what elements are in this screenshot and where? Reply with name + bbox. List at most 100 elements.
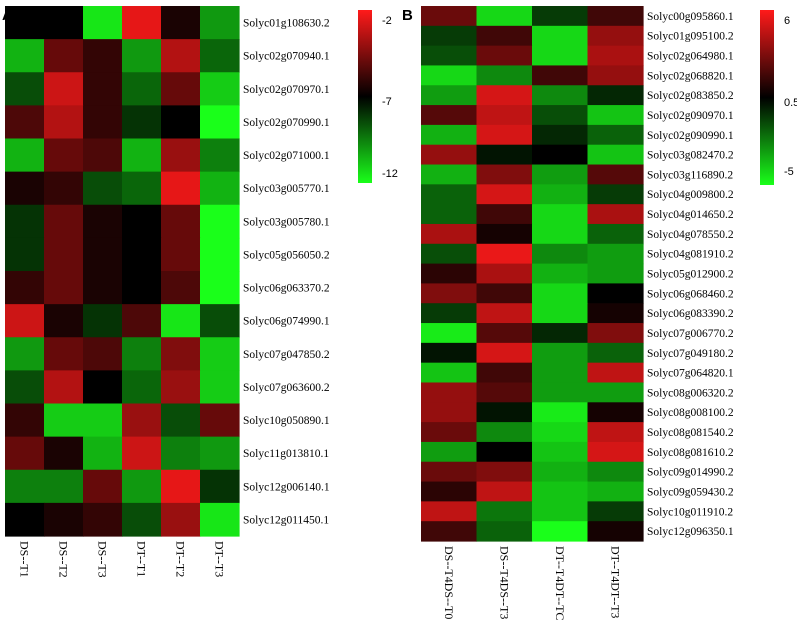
heatmap-cell bbox=[161, 204, 201, 239]
heatmap-cell bbox=[44, 436, 84, 471]
row-label: Solyc02g090990.1 bbox=[647, 130, 734, 142]
heatmap-cell bbox=[532, 223, 589, 245]
row-label: Solyc05g056050.2 bbox=[243, 249, 330, 261]
row-labels-b: Solyc00g095860.1 Solyc01g095100.2 Solyc02g… bbox=[647, 11, 734, 538]
column-label: DS--T1 bbox=[18, 541, 32, 578]
heatmap-cell bbox=[532, 402, 589, 423]
heatmap-cell bbox=[44, 138, 84, 173]
row-label: Solyc03g082470.2 bbox=[647, 150, 734, 162]
heatmap-cell bbox=[122, 171, 162, 206]
heatmap-cell bbox=[421, 323, 478, 344]
heatmap-cell bbox=[476, 105, 533, 126]
color-scale-bar-a bbox=[358, 10, 372, 183]
heatmap-cell bbox=[532, 65, 589, 86]
heatmap-cell bbox=[5, 6, 45, 40]
heatmap-cell bbox=[421, 362, 478, 384]
legend-tick-min-b: -5 bbox=[784, 166, 794, 178]
heatmap-cell bbox=[532, 204, 589, 225]
heatmap-cell bbox=[476, 243, 533, 265]
heatmap-cell bbox=[200, 469, 240, 504]
heatmap-cell bbox=[83, 204, 123, 239]
column-label: DT--T3 bbox=[213, 541, 227, 577]
heatmap-cell bbox=[5, 271, 45, 305]
heatmap-cell bbox=[200, 403, 240, 438]
heatmap-cell bbox=[5, 39, 45, 73]
heatmap-cell bbox=[161, 171, 201, 206]
heatmap-cell bbox=[83, 370, 123, 405]
heatmap-cell bbox=[421, 501, 478, 522]
heatmap-cell bbox=[476, 323, 533, 344]
heatmap-cell bbox=[5, 469, 45, 504]
heatmap-cell bbox=[122, 105, 162, 140]
heatmap-cell bbox=[532, 441, 589, 463]
legend-tick-mid-b: 0.5 bbox=[784, 97, 797, 109]
heatmap-cell bbox=[122, 370, 162, 405]
heatmap-cell bbox=[161, 337, 201, 371]
heatmap-cell bbox=[161, 39, 201, 73]
row-label: Solyc02g071000.1 bbox=[243, 150, 330, 162]
heatmap-cell bbox=[587, 204, 644, 225]
row-label: Solyc09g014990.2 bbox=[647, 467, 734, 479]
row-label: Solyc02g070990.1 bbox=[243, 117, 330, 129]
column-label: DT--T4DT--TC bbox=[553, 546, 567, 620]
heatmap-cell bbox=[587, 144, 644, 166]
heatmap-cell bbox=[5, 105, 45, 140]
row-label: Solyc11g013810.1 bbox=[243, 448, 329, 460]
heatmap-cell bbox=[200, 6, 240, 40]
heatmap-panel-a: A Solyc01g108630.2Solyc02g070940.1Solyc0… bbox=[2, 6, 398, 578]
heatmap-cell bbox=[83, 469, 123, 504]
heatmap-cell bbox=[587, 243, 644, 265]
heatmap-cell bbox=[532, 45, 589, 67]
heatmap-cell bbox=[122, 138, 162, 173]
heatmap-cell bbox=[122, 271, 162, 305]
heatmap-cell bbox=[587, 283, 644, 304]
heatmap-cell bbox=[83, 105, 123, 140]
row-label: Solyc02g070970.1 bbox=[243, 84, 330, 96]
heatmap-cell bbox=[476, 164, 533, 185]
row-label: Solyc09g059430.2 bbox=[647, 486, 734, 498]
heatmap-cell bbox=[532, 283, 589, 304]
heatmap-cell bbox=[476, 342, 533, 364]
heatmap-cell bbox=[476, 25, 533, 47]
heatmap-cell bbox=[421, 263, 478, 284]
heatmap-cell bbox=[44, 337, 84, 371]
heatmap-cell bbox=[122, 204, 162, 239]
heatmap-cell bbox=[161, 436, 201, 471]
heatmap-cell bbox=[532, 144, 589, 166]
row-label: Solyc04g078550.2 bbox=[647, 229, 734, 241]
heatmap-cell bbox=[476, 422, 533, 443]
heatmap-cell bbox=[83, 337, 123, 371]
heatmap-cell bbox=[44, 171, 84, 206]
heatmap-cell bbox=[200, 337, 240, 371]
row-label: Solyc12g006140.1 bbox=[243, 481, 330, 493]
color-legend-a: -2 -7 -12 bbox=[358, 10, 398, 183]
heatmap-cell bbox=[200, 304, 240, 338]
heatmap-cell bbox=[83, 171, 123, 206]
legend-tick-max-b: 6 bbox=[784, 15, 790, 27]
heatmap-cell bbox=[421, 65, 478, 86]
row-label: Solyc02g083850.2 bbox=[647, 90, 734, 102]
heatmap-cell bbox=[122, 403, 162, 438]
heatmap-cell bbox=[476, 65, 533, 86]
heatmap-cell bbox=[476, 382, 533, 403]
column-label: DS--T4DS--T3 bbox=[497, 546, 511, 619]
heatmap-cell bbox=[161, 502, 201, 537]
heatmap-cell bbox=[161, 403, 201, 438]
heatmap-cell bbox=[532, 323, 589, 344]
column-label: DT--T1 bbox=[135, 541, 149, 577]
heatmap-cell bbox=[122, 72, 162, 106]
heatmap-cell bbox=[200, 502, 240, 537]
heatmap-cell bbox=[421, 204, 478, 225]
row-label: Solyc12g011450.1 bbox=[243, 514, 329, 526]
heatmap-cell bbox=[44, 370, 84, 405]
heatmap-cell bbox=[122, 436, 162, 471]
heatmap-cell bbox=[476, 441, 533, 463]
heatmap-cell bbox=[587, 25, 644, 47]
heatmap-cell bbox=[421, 342, 478, 364]
heatmap-cell bbox=[122, 469, 162, 504]
heatmap-cell bbox=[587, 223, 644, 245]
heatmap-cell bbox=[476, 402, 533, 423]
heatmap-cell bbox=[587, 184, 644, 205]
heatmap-cell bbox=[532, 263, 589, 284]
heatmap-cell bbox=[44, 204, 84, 239]
